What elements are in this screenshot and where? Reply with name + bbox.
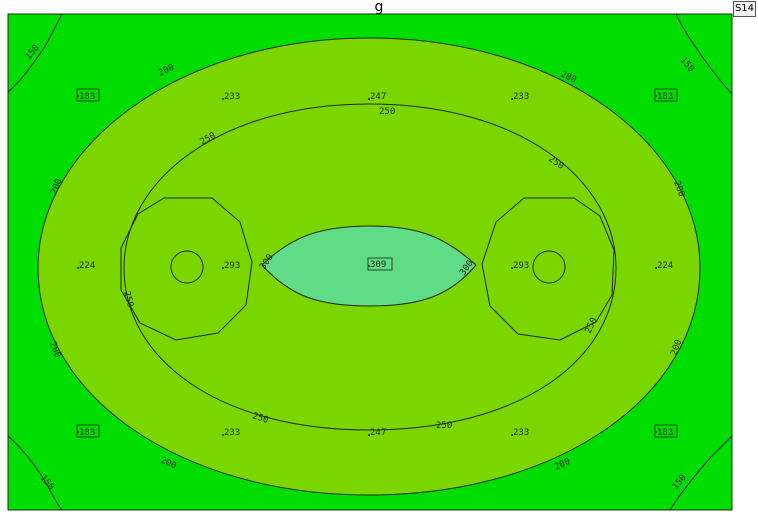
isoline-left-ring — [120, 197, 253, 341]
isoline-150-bottom-left — [7, 435, 63, 511]
calc-point-marker — [222, 98, 224, 100]
calc-point-value: 224 — [657, 261, 673, 271]
calc-point-marker — [368, 265, 370, 267]
calc-point-box — [76, 424, 100, 438]
page-title: g — [374, 0, 384, 15]
calc-points: 183 233 247 233 183 224 293 309 293 224 … — [76, 88, 678, 438]
calc-point-value: 233 — [224, 92, 240, 102]
isoline-label: 250 — [379, 107, 395, 117]
calc-point-box — [76, 88, 100, 102]
calc-point-marker — [511, 267, 513, 269]
isoline-right-core — [532, 250, 566, 284]
isoline-right-ring — [481, 197, 615, 341]
calc-point-value: 233 — [224, 428, 240, 438]
calc-point-marker — [77, 95, 79, 97]
calc-point-value: 293 — [224, 261, 240, 271]
isoline-150-bottom-right — [669, 435, 733, 511]
calc-point-value: 183 — [79, 92, 95, 102]
isoline-150-top-right — [675, 13, 733, 95]
calc-point-box — [654, 424, 678, 438]
isoline-label: 250 — [436, 421, 452, 431]
calc-point-marker — [368, 98, 370, 100]
calc-point-marker — [655, 95, 657, 97]
calc-point-value: 183 — [657, 92, 673, 102]
calc-point-marker — [77, 431, 79, 433]
calc-point-value: 247 — [370, 428, 386, 438]
calc-point-value: 233 — [513, 428, 529, 438]
calc-point-value: 309 — [370, 260, 386, 270]
calc-point-marker — [511, 434, 513, 436]
calc-point-value: 183 — [79, 428, 95, 438]
calc-point-marker — [511, 98, 513, 100]
calc-point-value: 224 — [79, 261, 95, 271]
sheet-badge: S14 — [733, 1, 756, 17]
isoline-left-core — [170, 250, 204, 284]
calc-point-marker — [222, 434, 224, 436]
calc-point-value: 233 — [513, 92, 529, 102]
isoline-150-top-left — [7, 13, 63, 93]
calc-point-value: 183 — [657, 428, 673, 438]
calc-point-box — [367, 257, 393, 271]
isoline-label: 250 — [251, 411, 270, 426]
calc-point-marker — [222, 267, 224, 269]
calc-point-marker — [368, 434, 370, 436]
isoline-label: 250 — [121, 290, 135, 308]
plot-frame — [7, 13, 733, 511]
calc-point-box — [654, 88, 678, 102]
calc-point-value: 247 — [370, 92, 386, 102]
calc-point-marker — [655, 431, 657, 433]
calc-point-marker — [77, 267, 79, 269]
calc-point-marker — [655, 267, 657, 269]
isoline-250 — [123, 103, 617, 431]
calc-point-value: 293 — [513, 261, 529, 271]
